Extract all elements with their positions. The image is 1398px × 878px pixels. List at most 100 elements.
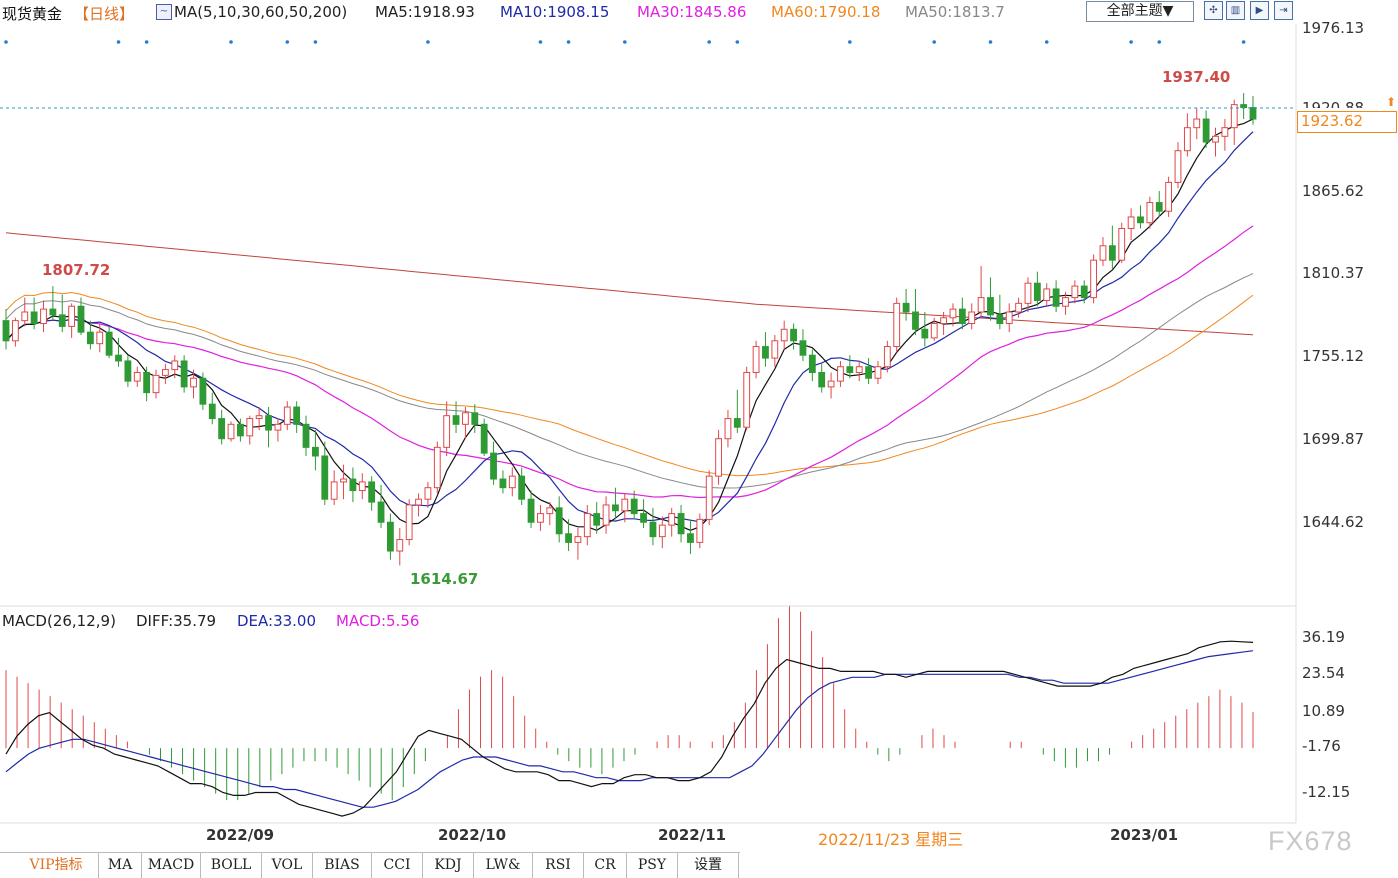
candle-body [893,302,901,348]
date-label: 2022/09 [206,826,275,844]
candle-body [452,415,460,425]
macd-diff: DIFF:35.79 [136,612,217,630]
tab-settings[interactable]: 设置 [678,853,739,878]
candle-body [11,320,19,342]
candle-body [1099,245,1107,261]
candle-body [302,423,310,448]
ma10-line [5,131,1254,523]
candle-body [762,346,769,359]
step-forward-icon[interactable]: ⇥ [1274,1,1293,20]
candle-body [921,328,929,339]
candle-body [396,539,404,552]
price-tick-partial: 1920.88 [1302,99,1365,108]
candle-body [49,308,57,316]
candle-body [424,487,432,500]
signal-dot [623,40,627,44]
candle-body [171,360,179,371]
candle-body [996,314,1004,325]
diff-line [5,640,1254,817]
signal-dot [538,40,543,44]
date-label: 2022/11 [658,826,727,844]
candle-body [508,475,516,489]
candle-body [940,317,948,325]
signal-dot [848,40,852,44]
candle-body [293,406,301,425]
candle-body [1212,135,1219,143]
chart-style-icon[interactable]: ▥ [1226,1,1245,20]
tab-vol[interactable]: VOL [262,853,313,878]
chart-header: 现货黄金 【日线】 ~ MA(5,10,30,60,50,200) MA5:19… [0,0,1398,24]
tab-boll[interactable]: BOLL [201,853,262,878]
candle-body [546,507,554,515]
signal-dot [932,40,937,44]
candle-body [499,478,507,489]
candle-body [565,533,572,543]
candle-body [68,305,76,327]
candle-body [677,513,685,535]
ma-settings-icon[interactable]: ~ [156,4,172,20]
signal-dot [313,40,318,44]
ma10-value: MA10:1908.15 [500,3,610,21]
candle-body [246,418,254,437]
signal-dot [116,40,121,44]
crosshair-tool-icon[interactable]: ✣ [1204,1,1223,20]
tab-macd[interactable]: MACD [142,853,201,878]
candle-body [115,354,122,362]
macd-panel [5,605,1254,817]
current-price-label: 1923.62 [1301,112,1364,130]
price-tick: 1976.13 [1302,19,1365,37]
candle-body [668,513,676,526]
candle-body [958,308,966,325]
candle-body [1193,118,1201,129]
candle-body [612,504,619,512]
candle-body [208,403,216,420]
candle-body [818,371,826,388]
ma30-line [5,225,1254,499]
candle-body [124,360,132,382]
tab-rsi[interactable]: RSI [533,853,584,878]
tab-cr[interactable]: CR [584,853,627,878]
candle-body [311,446,319,457]
candle-body [161,369,169,376]
candle-body [415,498,422,506]
tab-kdj[interactable]: KDJ [423,853,474,878]
candle-body [574,536,582,543]
ma5-line [5,118,1254,531]
candle-body [105,331,113,356]
tab-ma[interactable]: MA [99,853,142,878]
candle-body [593,513,601,526]
theme-dropdown[interactable]: 全部主题▼ [1086,1,1194,22]
signal-dot [426,40,430,44]
candle-body [1202,118,1210,143]
tab-psy[interactable]: PSY [627,853,678,878]
candle-body [649,521,657,538]
candle-body [902,302,910,313]
macd-tick: 23.54 [1302,664,1345,682]
tab-cci[interactable]: CCI [372,853,423,878]
signal-dot [144,40,149,44]
play-icon[interactable]: ▶ [1250,1,1269,20]
symbol-name: 现货黄金 [2,5,63,23]
candle-body [180,360,188,388]
candle-body [771,340,779,359]
candle-body [321,455,329,500]
candle-body [255,415,263,420]
candle-body [1118,227,1126,261]
candle-body [705,475,713,520]
recent-high-annotation: 1937.40 [1162,68,1231,86]
candle-body [462,412,469,425]
candle-body [330,481,338,500]
candle-body [1146,202,1154,224]
candle-body [490,452,497,480]
candle-body [199,377,207,405]
candle-body [949,308,957,319]
tab-bias[interactable]: BIAS [313,853,372,878]
price-flag-icon: ⬆ [1386,95,1397,109]
ma50-line [5,273,1254,489]
period-label[interactable]: 【日线】 [74,5,135,23]
moving-average-lines [5,118,1254,531]
candle-body [405,504,413,541]
tab-lw[interactable]: LW& [474,853,533,878]
tab-vip[interactable]: VIP指标 [14,853,99,878]
